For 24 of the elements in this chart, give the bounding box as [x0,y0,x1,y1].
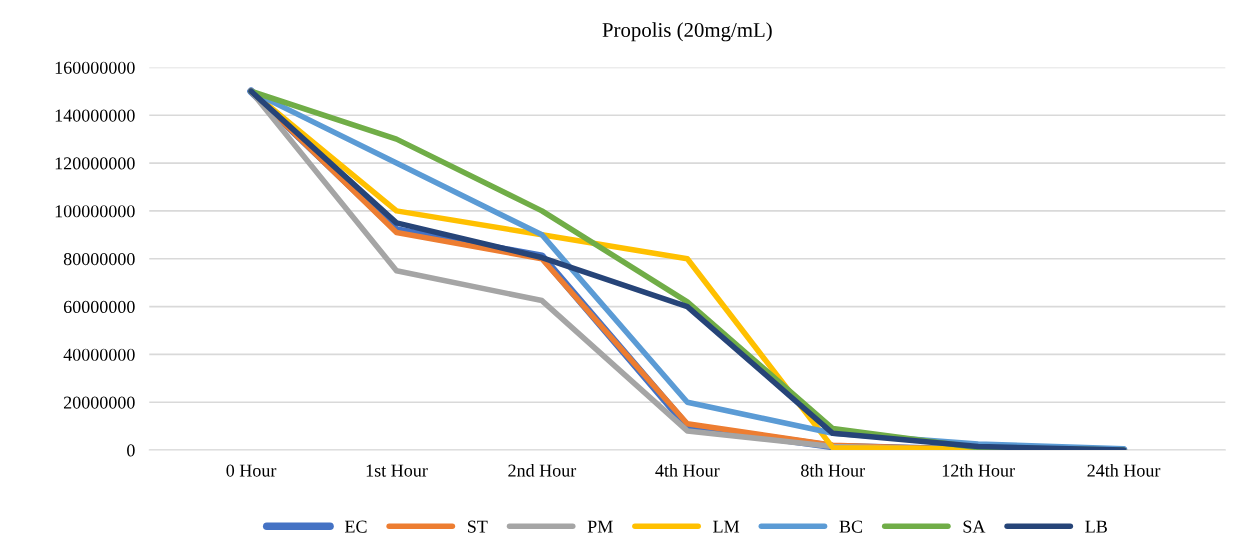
legend-label: SA [963,520,986,533]
y-tick-label: 140000000 [55,109,135,122]
legend-label: EC [344,520,367,533]
y-tick-label: 40000000 [63,348,135,361]
legend-label: PM [587,520,613,533]
x-tick-label: 2nd Hour [508,463,577,477]
y-tick-label: 0 [127,444,135,457]
y-tick-label: 100000000 [55,205,135,218]
y-tick-label: 60000000 [63,300,135,313]
x-tick-label: 24th Hour [1087,463,1161,477]
x-tick-label: 8th Hour [801,463,865,477]
y-tick-label: 160000000 [55,61,135,74]
y-tick-label: 80000000 [63,252,135,266]
x-tick-label: 12th Hour [942,463,1015,477]
legend-label: LB [1085,520,1107,533]
y-tick-label: 120000000 [55,157,135,170]
x-tick-label: 4th Hour [655,463,720,477]
legend-label: LM [713,520,740,533]
y-tick-label: 20000000 [63,396,135,409]
legend-label: BC [839,520,863,533]
legend-label: ST [468,520,488,533]
chart-title: Propolis (20mg/mL) [602,22,772,42]
x-tick-label: 0 Hour [226,464,277,477]
x-tick-label: 1st Hour [366,464,428,477]
